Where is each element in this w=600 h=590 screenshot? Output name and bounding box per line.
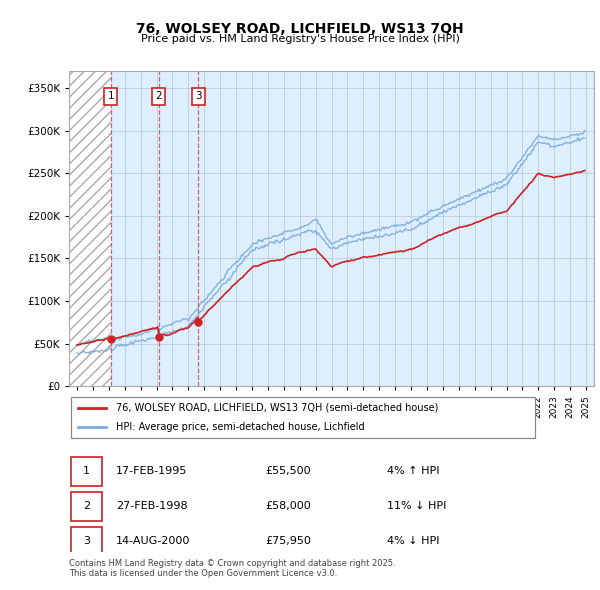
Text: 27-FEB-1998: 27-FEB-1998 — [116, 502, 187, 511]
Text: 14-AUG-2000: 14-AUG-2000 — [116, 536, 190, 546]
Text: 11% ↓ HPI: 11% ↓ HPI — [387, 502, 446, 511]
Text: 3: 3 — [83, 536, 90, 546]
FancyBboxPatch shape — [71, 457, 102, 486]
Text: 2: 2 — [155, 91, 162, 101]
Text: 3: 3 — [195, 91, 202, 101]
Text: This data is licensed under the Open Government Licence v3.0.: This data is licensed under the Open Gov… — [69, 569, 337, 578]
Text: 76, WOLSEY ROAD, LICHFIELD, WS13 7QH: 76, WOLSEY ROAD, LICHFIELD, WS13 7QH — [136, 22, 464, 37]
Text: 4% ↓ HPI: 4% ↓ HPI — [387, 536, 440, 546]
FancyBboxPatch shape — [71, 492, 102, 520]
FancyBboxPatch shape — [71, 527, 102, 556]
Text: £58,000: £58,000 — [266, 502, 311, 511]
Text: 1: 1 — [83, 466, 90, 476]
Text: HPI: Average price, semi-detached house, Lichfield: HPI: Average price, semi-detached house,… — [116, 422, 364, 432]
Text: 76, WOLSEY ROAD, LICHFIELD, WS13 7QH (semi-detached house): 76, WOLSEY ROAD, LICHFIELD, WS13 7QH (se… — [116, 403, 438, 412]
Text: 4% ↑ HPI: 4% ↑ HPI — [387, 466, 440, 476]
Text: 17-FEB-1995: 17-FEB-1995 — [116, 466, 187, 476]
Text: 2: 2 — [83, 502, 90, 511]
Text: Price paid vs. HM Land Registry's House Price Index (HPI): Price paid vs. HM Land Registry's House … — [140, 34, 460, 44]
Text: £75,950: £75,950 — [266, 536, 311, 546]
FancyBboxPatch shape — [71, 397, 535, 438]
Text: 1: 1 — [107, 91, 114, 101]
Bar — [69, 71, 110, 386]
Text: £55,500: £55,500 — [266, 466, 311, 476]
Text: Contains HM Land Registry data © Crown copyright and database right 2025.: Contains HM Land Registry data © Crown c… — [69, 559, 395, 568]
